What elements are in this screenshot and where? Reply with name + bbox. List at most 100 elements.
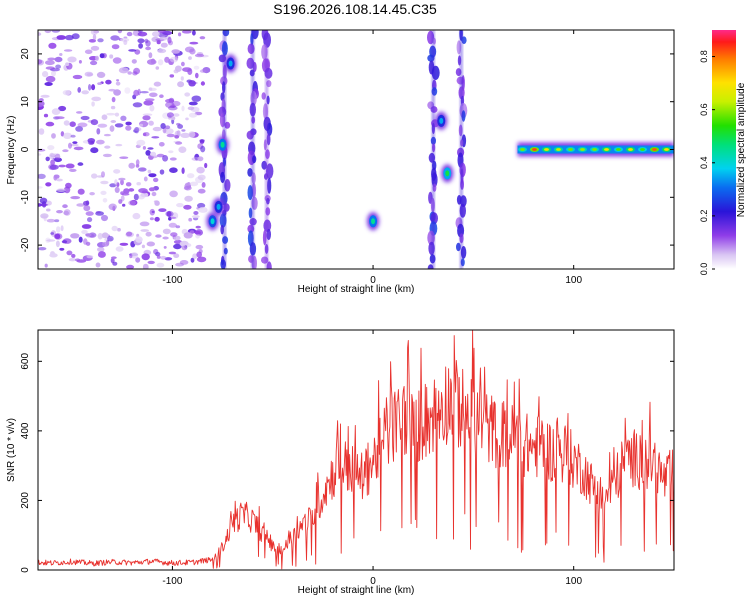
noise-dot	[128, 49, 137, 52]
noise-dot	[90, 147, 99, 154]
noise-dot	[146, 59, 157, 65]
noise-dot	[130, 252, 139, 259]
noise-dot	[51, 133, 56, 139]
noise-dot	[155, 234, 162, 238]
noise-dot	[160, 42, 168, 48]
noise-dot	[149, 208, 155, 216]
noise-dot	[52, 157, 60, 161]
noise-dot	[156, 153, 165, 158]
tone-peak-core	[604, 148, 609, 151]
noise-dot	[38, 173, 46, 179]
noise-dot	[181, 61, 185, 67]
noise-dot	[168, 150, 174, 154]
noise-dot	[112, 261, 118, 266]
blob-core	[228, 60, 233, 67]
noise-dot	[139, 91, 149, 94]
noise-dot	[164, 257, 173, 261]
noise-dot	[43, 113, 49, 118]
noise-dot	[102, 241, 109, 247]
noise-dot	[63, 210, 69, 216]
snr-series-line	[38, 330, 674, 570]
colorbar-tick-label: 0.6	[699, 103, 709, 116]
streak-dot	[224, 121, 231, 129]
noise-dot	[185, 243, 192, 248]
noise-dot	[49, 152, 55, 160]
noise-dot	[54, 219, 60, 223]
tone-peak-core	[544, 148, 549, 151]
noise-dot	[62, 204, 68, 209]
noise-dot	[148, 87, 153, 91]
noise-dot	[154, 216, 160, 222]
noise-dot	[165, 210, 174, 217]
tone-peak-core	[616, 148, 621, 151]
noise-dot	[195, 233, 201, 239]
tone-peak-core	[532, 148, 537, 151]
noise-dot	[188, 217, 193, 222]
noise-dot	[64, 34, 74, 41]
noise-dot	[185, 117, 189, 121]
noise-dot	[101, 114, 108, 120]
noise-dot	[148, 187, 156, 192]
tone-peak-core	[664, 148, 669, 151]
noise-dot	[178, 32, 182, 37]
noise-dot	[140, 229, 149, 232]
noise-dot	[95, 262, 101, 268]
tone-peak-core	[592, 148, 597, 151]
spectrogram-feature-noise-field	[38, 30, 211, 269]
streak-dot	[261, 92, 266, 100]
noise-dot	[184, 195, 193, 202]
noise-dot	[75, 125, 83, 132]
noise-dot	[116, 79, 120, 82]
noise-dot	[147, 147, 154, 150]
noise-dot	[87, 138, 96, 144]
noise-dot	[184, 92, 191, 97]
noise-dot	[38, 98, 44, 102]
noise-dot	[97, 38, 104, 43]
noise-dot	[81, 90, 89, 95]
noise-dot	[156, 262, 165, 268]
tone-peak-core	[520, 148, 525, 151]
spectrogram-marks	[38, 30, 674, 269]
noise-dot	[67, 56, 77, 63]
noise-dot	[142, 190, 147, 194]
noise-dot	[168, 105, 178, 111]
noise-dot	[99, 53, 105, 59]
noise-dot	[157, 59, 164, 66]
noise-dot	[59, 53, 63, 56]
noise-dot	[162, 236, 169, 240]
noise-dot	[192, 30, 196, 36]
noise-dot	[126, 31, 133, 37]
noise-dot	[114, 123, 124, 128]
noise-dot	[141, 253, 150, 261]
noise-dot	[191, 215, 200, 219]
noise-dot	[194, 230, 201, 235]
noise-dot	[78, 60, 82, 64]
spectrogram-feature-vertical-streak	[427, 30, 440, 269]
tone-peak-core	[580, 148, 585, 151]
noise-dot	[188, 112, 198, 118]
noise-dot	[151, 191, 157, 197]
noise-dot	[95, 55, 99, 61]
noise-dot	[110, 105, 116, 110]
noise-dot	[133, 193, 139, 201]
noise-dot	[131, 59, 137, 64]
noise-dot	[56, 210, 63, 214]
spectrogram-feature-vertical-streak	[455, 30, 468, 269]
noise-dot	[38, 186, 43, 189]
noise-dot	[113, 169, 121, 174]
noise-dot	[179, 260, 189, 265]
noise-dot	[180, 132, 191, 138]
noise-dot	[195, 72, 199, 79]
snr-panel: -100 0 100 0 200 400 600 Height of straight l…	[6, 329, 675, 596]
noise-dot	[45, 75, 56, 83]
streak-dot	[456, 242, 461, 252]
spectrogram-feature-blob	[206, 212, 219, 231]
noise-dot	[181, 105, 185, 112]
noise-dot	[135, 159, 140, 166]
blob-core	[445, 170, 450, 177]
noise-dot	[70, 233, 80, 239]
noise-dot	[157, 30, 166, 33]
noise-dot	[139, 123, 144, 127]
streak-dot	[461, 36, 467, 44]
x-tick-label: 0	[370, 576, 376, 587]
